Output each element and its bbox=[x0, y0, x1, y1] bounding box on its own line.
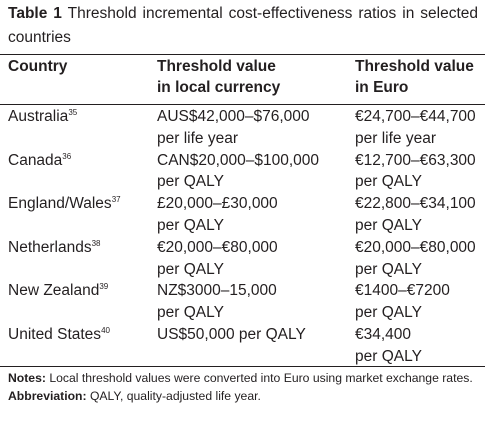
country-cell: New Zealand39 bbox=[8, 280, 108, 302]
table-caption: Table 1 Threshold incremental cost-effec… bbox=[8, 2, 478, 50]
euro-value-line1: €24,700–€44,700 bbox=[355, 108, 476, 125]
table-row: New Zealand39 NZ$3000–15,000 per QALY €1… bbox=[0, 280, 485, 324]
reference-number: 38 bbox=[91, 238, 101, 248]
euro-value-cell: €12,700–€63,300 per QALY bbox=[355, 150, 476, 194]
euro-value-cell: €34,400 per QALY bbox=[355, 324, 422, 368]
notes-label: Notes: bbox=[8, 371, 46, 385]
table-label: Table 1 bbox=[8, 5, 62, 22]
reference-number: 37 bbox=[111, 195, 121, 205]
local-value-cell: US$50,000 per QALY bbox=[157, 324, 306, 346]
header-euro-line2: in Euro bbox=[355, 79, 409, 96]
country-name: Australia bbox=[8, 108, 69, 125]
header-euro: Threshold value in Euro bbox=[355, 56, 474, 98]
table-row: Canada36 CAN$20,000–$100,000 per QALY €1… bbox=[0, 150, 485, 194]
euro-value-line2: per QALY bbox=[355, 260, 422, 278]
country-cell: England/Wales37 bbox=[8, 193, 121, 215]
euro-value-line1: €22,800–€34,100 bbox=[355, 195, 476, 213]
country-name: Canada bbox=[8, 151, 63, 169]
table-title: Threshold incremental cost-effectiveness… bbox=[8, 5, 479, 46]
euro-value-cell: €24,700–€44,700 per life year bbox=[355, 106, 476, 150]
country-cell: United States40 bbox=[8, 324, 110, 346]
euro-value-line2: per QALY bbox=[355, 216, 422, 234]
abbreviation-paragraph: Abbreviation: QALY, quality-adjusted lif… bbox=[8, 387, 473, 405]
reference-number: 40 bbox=[101, 325, 110, 335]
local-value-line1: CAN$20,000–$100,000 bbox=[157, 151, 320, 169]
local-value-cell: £20,000–£30,000 per QALY bbox=[157, 193, 278, 237]
table-row: Netherlands38 €20,000–€80,000 per QALY €… bbox=[0, 237, 485, 281]
bottom-rule bbox=[0, 366, 485, 367]
local-value-cell: NZ$3000–15,000 per QALY bbox=[157, 280, 277, 324]
country-cell: Netherlands38 bbox=[8, 237, 100, 259]
euro-value-line2: per QALY bbox=[355, 304, 422, 322]
country-name: England/Wales bbox=[8, 195, 112, 213]
country-name: Netherlands bbox=[8, 238, 92, 256]
local-value-cell: AUS$42,000–$76,000 per life year bbox=[157, 106, 310, 150]
table-footnotes: Notes: Local threshold values were conve… bbox=[8, 369, 473, 405]
local-value-line2: per QALY bbox=[157, 260, 224, 278]
notes-paragraph: Notes: Local threshold values were conve… bbox=[8, 369, 473, 387]
euro-value-line1: €20,000–€80,000 bbox=[355, 238, 476, 256]
euro-value-line1: €12,700–€63,300 bbox=[355, 151, 476, 169]
header-country: Country bbox=[8, 56, 67, 77]
abbreviation-text: QALY, quality-adjusted life year. bbox=[89, 389, 261, 403]
local-value-line1: AUS$42,000–$76,000 bbox=[157, 108, 310, 125]
euro-value-cell: €1400–€7200 per QALY bbox=[355, 280, 450, 324]
local-value-line1: €20,000–€80,000 bbox=[157, 238, 278, 256]
header-local-currency: Threshold value in local currency bbox=[157, 56, 280, 98]
euro-value-line2: per QALY bbox=[355, 173, 422, 191]
local-value-line2: per QALY bbox=[157, 304, 224, 322]
header-country-label: Country bbox=[8, 58, 68, 75]
country-cell: Canada36 bbox=[8, 150, 71, 172]
euro-value-cell: €22,800–€34,100 per QALY bbox=[355, 193, 476, 237]
table-row: United States40 US$50,000 per QALY €34,4… bbox=[0, 324, 485, 368]
abbreviation-label: Abbreviation: bbox=[8, 389, 87, 403]
top-rule bbox=[0, 54, 485, 55]
header-local-line1: Threshold value bbox=[157, 58, 276, 75]
local-value-line2: per life year bbox=[157, 129, 238, 147]
euro-value-line2: per life year bbox=[355, 129, 436, 147]
local-value-line1: £20,000–£30,000 bbox=[157, 195, 278, 213]
table-row: England/Wales37 £20,000–£30,000 per QALY… bbox=[0, 193, 485, 237]
table-body: Australia35 AUS$42,000–$76,000 per life … bbox=[0, 106, 485, 368]
country-name: New Zealand bbox=[8, 282, 100, 300]
header-euro-line1: Threshold value bbox=[355, 58, 474, 75]
reference-number: 35 bbox=[68, 108, 78, 117]
local-value-cell: €20,000–€80,000 per QALY bbox=[157, 237, 278, 281]
euro-value-line2: per QALY bbox=[355, 347, 422, 365]
euro-value-line1: €1400–€7200 bbox=[355, 282, 450, 300]
header-local-line2: in local currency bbox=[157, 79, 281, 96]
local-value-line1: NZ$3000–15,000 bbox=[157, 282, 277, 300]
local-value-line1: US$50,000 per QALY bbox=[157, 325, 306, 343]
reference-number: 36 bbox=[62, 151, 72, 161]
table-row: Australia35 AUS$42,000–$76,000 per life … bbox=[0, 106, 485, 150]
euro-value-cell: €20,000–€80,000 per QALY bbox=[355, 237, 476, 281]
country-name: United States bbox=[8, 325, 102, 343]
header-rule bbox=[0, 104, 485, 105]
euro-value-line1: €34,400 bbox=[355, 325, 412, 343]
local-value-line2: per QALY bbox=[157, 173, 224, 191]
country-cell: Australia35 bbox=[8, 106, 77, 128]
local-value-cell: CAN$20,000–$100,000 per QALY bbox=[157, 150, 319, 194]
local-value-line2: per QALY bbox=[157, 216, 224, 234]
reference-number: 39 bbox=[99, 282, 109, 292]
notes-text: Local threshold values were converted in… bbox=[49, 371, 473, 385]
